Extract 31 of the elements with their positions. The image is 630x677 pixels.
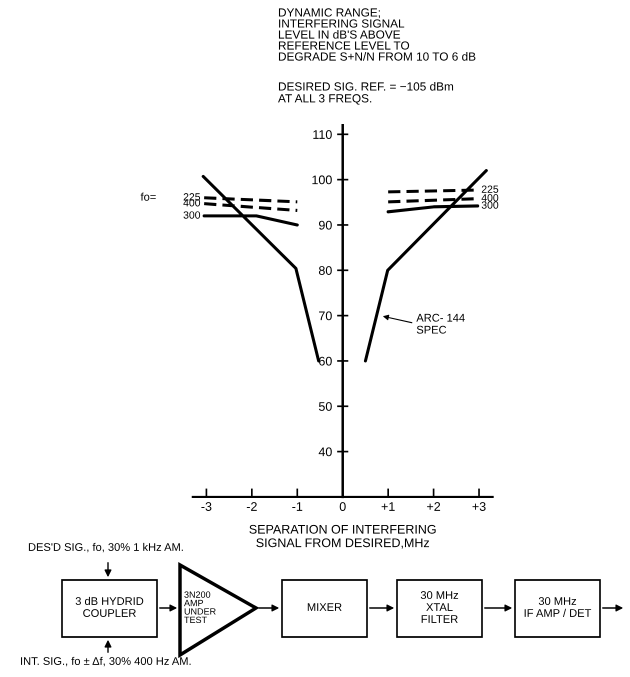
text: 30 MHz IF AMP / DET (524, 597, 592, 617)
y-tick-label: 60 (319, 356, 332, 366)
x-tick-label: +2 (427, 502, 440, 511)
y-tick-label: 40 (318, 447, 332, 456)
x-tick-label: -1 (292, 502, 302, 511)
text: fo= (140, 192, 156, 201)
text: 225 (482, 185, 498, 193)
y-tick-label: 80 (318, 266, 332, 275)
text: 3 dB HYDRID COUPLER (76, 596, 144, 617)
text: DES'D SIG., fo, 30% 1 kHz AM. (28, 542, 183, 552)
x-tick-label: 0 (340, 502, 346, 511)
y-tick-label: 110 (313, 130, 332, 139)
y-tick-label: 70 (319, 311, 332, 320)
y-tick-label: 50 (318, 402, 332, 411)
chart-title: DYNAMIC RANGE; INTERFERING SIGNAL LEVEL IN dB'S ABOVE REFERENCE LEVEL TO DEGRADE S+N/N FROM 10 TO 6 dB (278, 8, 476, 61)
series-label: 400 (482, 194, 498, 202)
x-tick-label: +1 (382, 502, 395, 511)
x-tick-label: +3 (472, 502, 486, 511)
y-tick-label: 90 (318, 220, 332, 230)
text: INT. SIG., fo ± Δf, 30% 400 Hz AM. (21, 656, 191, 666)
text: 30 MHz XTAL FILTER (420, 591, 458, 623)
text: MIXER (308, 603, 342, 611)
x-tick-label: -3 (201, 502, 212, 511)
annotation: ARC- 144 SPEC (416, 314, 465, 334)
text: 300 (184, 211, 200, 219)
y-tick-label: 100 (312, 175, 332, 184)
x-tick-label: -2 (246, 502, 257, 511)
x-axis-title: SEPARATION OF INTERFERING SIGNAL FROM DESIRED,MHz (249, 524, 436, 549)
text: 3N200 AMP UNDER TEST (184, 591, 216, 624)
series-label: 300 (482, 201, 498, 209)
chart-subtitle: DESIRED SIG. REF. = −105 dBm AT ALL 3 FREQS. (278, 82, 454, 105)
